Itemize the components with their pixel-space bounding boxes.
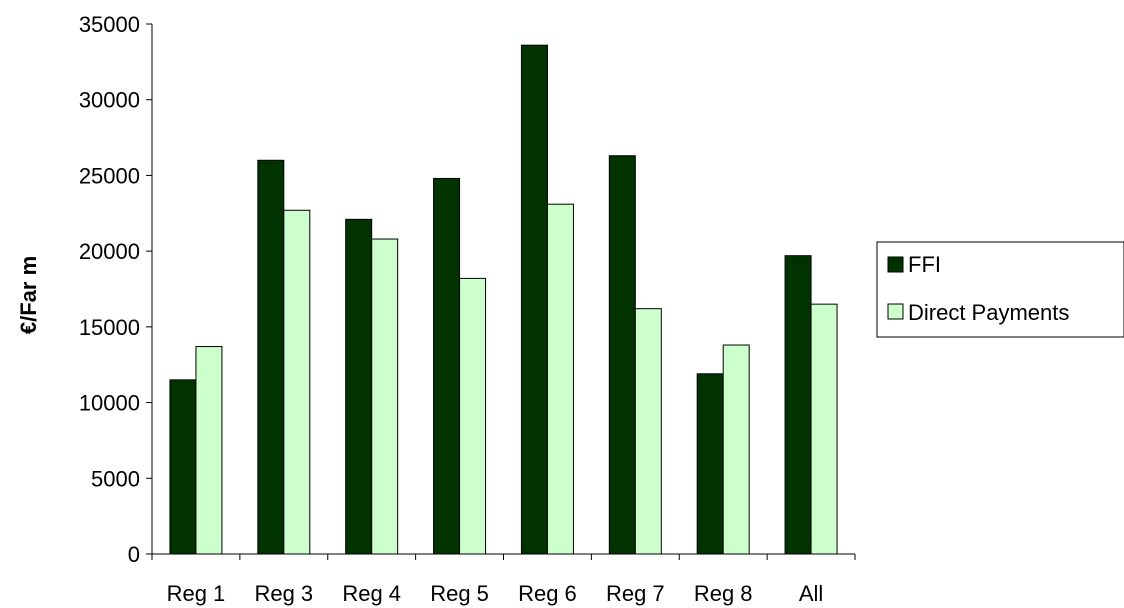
bar-ffi-reg-1 — [169, 379, 197, 555]
y-tick-label: 15000 — [79, 315, 140, 340]
bar-direct-payments-reg-8 — [722, 344, 750, 555]
legend-label-ffi: FFI — [908, 252, 941, 277]
bar-direct-payments-reg-7 — [634, 308, 662, 555]
x-tick-label: Reg 7 — [606, 581, 665, 606]
y-tick-label: 20000 — [79, 239, 140, 264]
bar-direct-payments-reg-1 — [195, 346, 223, 555]
y-tick-label: 25000 — [79, 163, 140, 188]
x-tick-label: Reg 3 — [254, 581, 313, 606]
y-tick-label: 0 — [128, 542, 140, 567]
x-tick-label: Reg 5 — [430, 581, 489, 606]
y-tick-label: 35000 — [79, 12, 140, 37]
bar-ffi-reg-6 — [520, 44, 548, 555]
y-tick-label: 30000 — [79, 88, 140, 113]
x-tick-label: Reg 4 — [342, 581, 401, 606]
bar-ffi-reg-4 — [345, 218, 373, 555]
bar-ffi-reg-5 — [433, 177, 461, 555]
x-tick-label: Reg 8 — [694, 581, 753, 606]
bar-direct-payments-reg-5 — [459, 277, 487, 555]
bar-direct-payments-all — [810, 303, 838, 555]
bar-ffi-reg-8 — [696, 373, 724, 555]
legend-label-direct-payments: Direct Payments — [908, 300, 1069, 325]
bar-direct-payments-reg-6 — [546, 203, 574, 555]
y-axis-title: €/Far m — [16, 256, 41, 334]
legend-swatch-direct-payments — [887, 303, 904, 320]
plot-area: 0 5000 10000 15000 20000 25000 30000 35000 Reg 1… — [79, 12, 856, 606]
y-tick-label: 10000 — [79, 391, 140, 416]
bar-direct-payments-reg-3 — [283, 209, 311, 555]
y-tick-label: 5000 — [91, 466, 140, 491]
legend-box — [876, 241, 1124, 338]
bar-ffi-reg-7 — [608, 155, 636, 555]
legend-swatch-ffi — [887, 256, 904, 273]
bar-ffi-reg-3 — [257, 159, 285, 555]
bar-ffi-all — [784, 255, 812, 555]
legend: FFI Direct Payments — [876, 241, 1124, 338]
x-tick-label: Reg 6 — [518, 581, 577, 606]
x-tick-label: All — [799, 581, 823, 606]
bar-direct-payments-reg-4 — [371, 238, 399, 555]
x-tick-label: Reg 1 — [167, 581, 226, 606]
